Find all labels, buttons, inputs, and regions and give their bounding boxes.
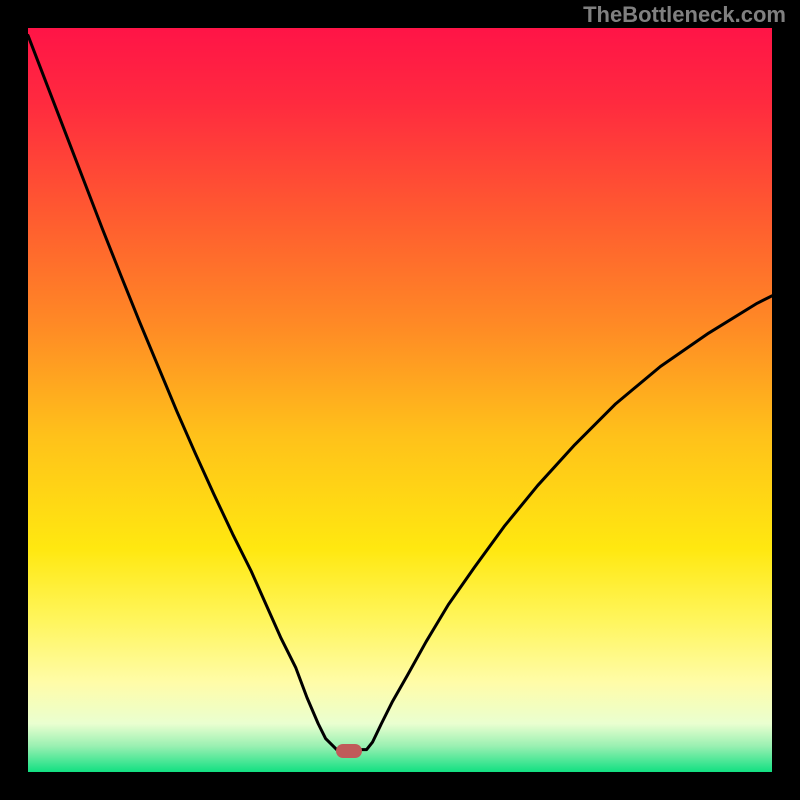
valley-curve [28, 28, 772, 772]
watermark-text: TheBottleneck.com [583, 2, 786, 28]
plot-area [28, 28, 772, 772]
outer-frame: TheBottleneck.com [0, 0, 800, 800]
valley-marker [336, 744, 362, 758]
